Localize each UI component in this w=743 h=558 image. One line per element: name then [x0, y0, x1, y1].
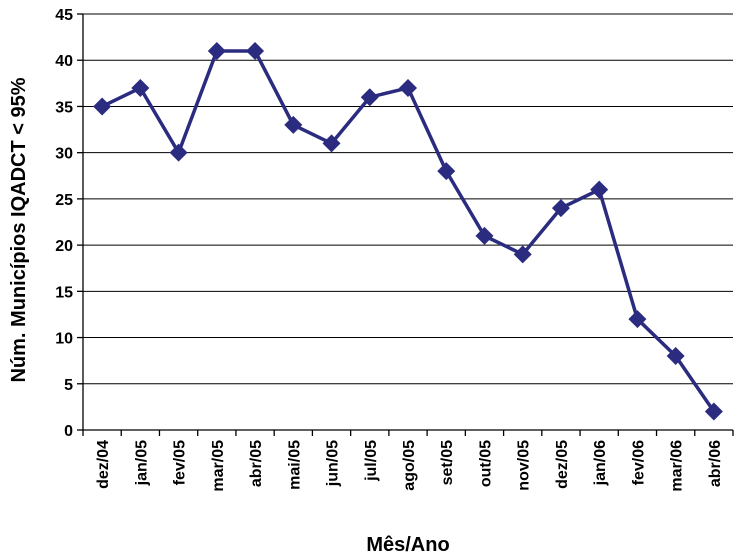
- data-point: [322, 134, 341, 153]
- y-tick-label: 25: [55, 192, 73, 209]
- x-tick-label: jan/05: [133, 440, 150, 486]
- y-tick-label: 20: [55, 238, 73, 255]
- y-tick-label: 40: [55, 53, 73, 70]
- data-point: [590, 180, 609, 199]
- y-axis-title: Núm. Municípios IQADCT < 95%: [8, 77, 30, 382]
- x-tick-label: mar/05: [210, 440, 227, 492]
- x-tick-label: abr/06: [707, 440, 724, 487]
- x-tick-label: mar/06: [669, 440, 686, 492]
- x-tick-label: dez/04: [95, 440, 112, 489]
- data-point: [475, 226, 494, 245]
- y-tick-label: 10: [55, 331, 73, 348]
- x-tick-label: fev/06: [630, 440, 647, 485]
- data-point: [131, 78, 150, 97]
- series-line: [101, 49, 716, 413]
- x-axis-title: Mês/Ano: [366, 534, 449, 556]
- y-tick-label: 35: [55, 99, 73, 116]
- data-point: [437, 162, 456, 181]
- y-tick-label: 0: [64, 423, 73, 440]
- data-point: [628, 310, 647, 329]
- x-tick-label: dez/05: [554, 440, 571, 489]
- x-tick-label: fev/05: [172, 440, 189, 485]
- data-point: [246, 41, 265, 60]
- x-tick-label: nov/05: [516, 440, 533, 491]
- data-point: [399, 78, 417, 97]
- x-axis-ticks: dez/04 jan/05 fev/05 mar/05 abr/05 mai/05 jun/…: [82, 430, 734, 492]
- data-point: [360, 88, 379, 107]
- x-tick-label: abr/05: [248, 440, 265, 487]
- data-point: [666, 347, 685, 366]
- x-tick-label: jun/05: [325, 440, 342, 487]
- data-point: [704, 402, 723, 421]
- y-axis-ticks: 0 5 10 15 20 25 30 35 40 45: [55, 7, 83, 440]
- x-tick-label: mai/05: [286, 440, 303, 490]
- x-tick-label: jan/06: [592, 440, 609, 486]
- gridlines: [83, 13, 733, 385]
- data-point: [284, 115, 303, 134]
- x-tick-label: set/05: [439, 440, 456, 485]
- data-series: [93, 41, 723, 421]
- y-tick-label: 15: [55, 284, 73, 301]
- data-point: [551, 199, 570, 218]
- y-tick-label: 45: [55, 7, 73, 24]
- data-point: [93, 97, 112, 116]
- x-tick-label: ago/05: [401, 440, 418, 491]
- x-tick-label: jul/05: [363, 440, 380, 482]
- x-tick-label: out/05: [477, 440, 494, 487]
- data-point: [207, 41, 226, 60]
- data-point: [169, 143, 188, 162]
- y-tick-label: 5: [64, 377, 73, 394]
- data-point: [513, 245, 532, 264]
- y-tick-label: 30: [55, 146, 73, 163]
